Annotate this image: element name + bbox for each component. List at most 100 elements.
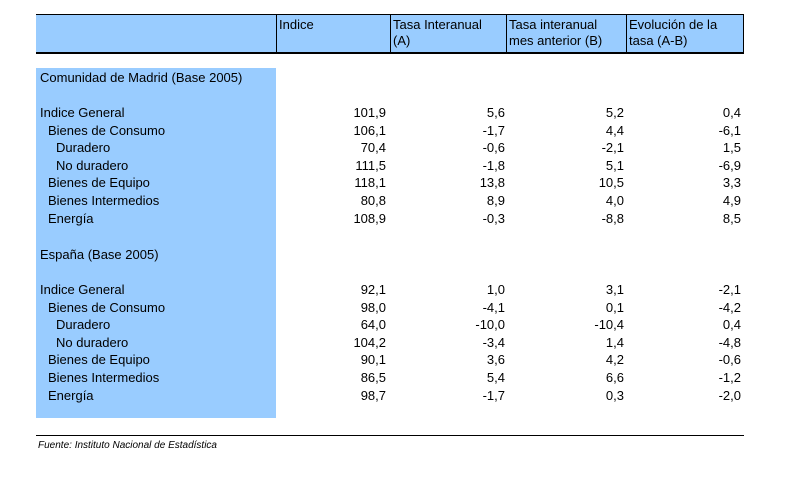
row-label: Bienes Intermedios <box>48 193 160 208</box>
row-label: No duradero <box>56 334 129 350</box>
cell-indice: 104,2 <box>353 334 386 350</box>
section-title: Comunidad de Madrid (Base 2005) <box>40 70 243 85</box>
cell-indice: 92,1 <box>360 282 386 297</box>
cell-ab: -1,2 <box>718 370 741 385</box>
cell-a: 13,8 <box>479 175 505 191</box>
cell-a: -1,8 <box>482 157 505 173</box>
table-row: Indice General 101,9 5,6 5,2 0,4 <box>0 104 802 121</box>
cell-b: 6,6 <box>605 370 624 385</box>
cell-indice: 98,7 <box>360 387 386 403</box>
row-label: Bienes de Equipo <box>48 175 150 191</box>
cell-ab: -6,1 <box>718 122 741 138</box>
cell-indice: 108,9 <box>353 210 386 226</box>
header-tasa-b-line2: mes anterior (B) <box>509 33 603 48</box>
cell-ab: 0,4 <box>722 317 741 333</box>
cell-a: -4,1 <box>482 299 505 315</box>
cell-ab: 1,5 <box>722 140 741 156</box>
cell-indice: 70,4 <box>360 140 386 156</box>
row-label: Energía <box>48 210 94 226</box>
cell-ab: -0,6 <box>718 352 741 368</box>
cell-a: 5,6 <box>486 105 505 120</box>
cell-indice: 111,5 <box>355 157 386 173</box>
cell-indice: 80,8 <box>360 193 386 208</box>
cell-ab: -2,0 <box>718 387 741 403</box>
source-footnote: Fuente: Instituto Nacional de Estadístic… <box>38 440 217 451</box>
cell-b: 5,1 <box>605 157 624 173</box>
cell-b: -8,8 <box>601 210 624 226</box>
table-row: Bienes de Consumo 98,0 -4,1 0,1 -4,2 <box>0 299 802 316</box>
cell-b: 5,2 <box>605 105 624 120</box>
cell-b: -2,1 <box>601 140 624 156</box>
cell-ab: -4,2 <box>718 299 741 315</box>
row-label: Bienes de Consumo <box>48 122 166 138</box>
table-row: Bienes de Equipo 118,1 13,8 10,5 3,3 <box>0 174 802 191</box>
table-row: Bienes de Equipo 90,1 3,6 4,2 -0,6 <box>0 351 802 368</box>
header-cell-tasa-b: Tasa interanual mes anterior (B) <box>506 15 626 52</box>
cell-ab: -2,1 <box>718 282 741 297</box>
cell-ab: 4,9 <box>722 193 741 208</box>
header-tasa-a-line2: (A) <box>393 33 411 48</box>
table-row: Indice General 92,1 1,0 3,1 -2,1 <box>0 281 802 298</box>
cell-a: -0,3 <box>482 210 505 226</box>
row-label: No duradero <box>56 157 129 173</box>
table-row: No duradero 111,5 -1,8 5,1 -6,9 <box>0 157 802 174</box>
cell-ab: 0,4 <box>722 105 741 120</box>
table-row: Bienes Intermedios 86,5 5,4 6,6 -1,2 <box>0 369 802 386</box>
cell-a: 8,9 <box>486 193 505 208</box>
section-header-espana: España (Base 2005) <box>0 246 802 263</box>
cell-b: 0,1 <box>605 299 624 315</box>
table-row: Energía 98,7 -1,7 0,3 -2,0 <box>0 387 802 404</box>
row-label: Energía <box>48 387 94 403</box>
cell-indice: 90,1 <box>360 352 386 368</box>
header-tasa-a-line1: Tasa Interanual <box>393 17 482 32</box>
row-label-column-band <box>36 68 276 418</box>
cell-ab: -6,9 <box>718 157 741 173</box>
cell-a: 3,6 <box>486 352 505 368</box>
cell-indice: 86,5 <box>360 370 386 385</box>
cell-a: -3,4 <box>482 334 505 350</box>
cell-indice: 106,1 <box>353 122 386 138</box>
header-cell-tasa-a: Tasa Interanual (A) <box>390 15 506 52</box>
section-header-madrid: Comunidad de Madrid (Base 2005) <box>0 69 802 86</box>
cell-a: -1,7 <box>482 122 505 138</box>
cell-ab: -4,8 <box>718 334 741 350</box>
header-evolucion-line2: tasa (A-B) <box>629 33 688 48</box>
section-title: España (Base 2005) <box>40 247 159 262</box>
cell-b: 4,2 <box>605 352 624 368</box>
cell-a: -1,7 <box>482 387 505 403</box>
cell-a: 5,4 <box>486 370 505 385</box>
cell-a: 1,0 <box>486 282 505 297</box>
cell-b: 4,0 <box>605 193 624 208</box>
cell-a: -10,0 <box>475 317 505 333</box>
row-label: Bienes de Equipo <box>48 352 150 368</box>
cell-ab: 3,3 <box>722 175 741 191</box>
row-label: Bienes Intermedios <box>48 370 160 385</box>
cell-indice: 98,0 <box>360 299 386 315</box>
table-row: Duradero 64,0 -10,0 -10,4 0,4 <box>0 316 802 333</box>
row-label: Duradero <box>56 140 111 156</box>
table-row: Energía 108,9 -0,3 -8,8 8,5 <box>0 210 802 227</box>
row-label: Indice General <box>40 105 125 120</box>
header-cell-evolucion: Evolución de la tasa (A-B) <box>626 15 744 52</box>
row-label: Duradero <box>56 317 111 333</box>
cell-b: 0,3 <box>605 387 624 403</box>
cell-b: -10,4 <box>594 317 624 333</box>
cell-ab: 8,5 <box>722 210 741 226</box>
cell-indice: 118,1 <box>354 175 386 191</box>
header-cell-indice: Indice <box>276 15 390 52</box>
cell-indice: 101,9 <box>353 105 386 120</box>
cell-b: 4,4 <box>605 122 624 138</box>
cell-a: -0,6 <box>482 140 505 156</box>
cell-b: 1,4 <box>605 334 624 350</box>
table-row: Bienes Intermedios 80,8 8,9 4,0 4,9 <box>0 192 802 209</box>
cell-b: 10,5 <box>598 175 624 191</box>
row-label: Bienes de Consumo <box>48 299 166 315</box>
header-tasa-b-line1: Tasa interanual <box>509 17 598 32</box>
table-row: Bienes de Consumo 106,1 -1,7 4,4 -6,1 <box>0 122 802 139</box>
cell-b: 3,1 <box>605 282 624 297</box>
table-header: Indice Tasa Interanual (A) Tasa interanu… <box>36 14 744 54</box>
table-row: Duradero 70,4 -0,6 -2,1 1,5 <box>0 139 802 156</box>
footnote-divider <box>36 435 744 436</box>
row-label: Indice General <box>40 282 125 297</box>
cell-indice: 64,0 <box>360 317 386 333</box>
